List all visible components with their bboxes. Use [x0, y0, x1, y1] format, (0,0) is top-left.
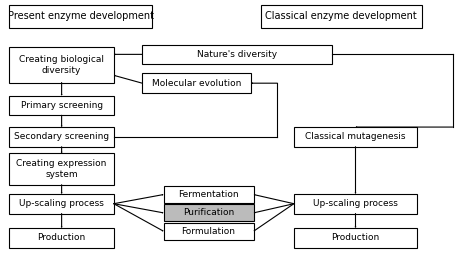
FancyBboxPatch shape — [294, 228, 417, 248]
Text: Classical enzyme development: Classical enzyme development — [265, 11, 417, 21]
Text: Classical mutagenesis: Classical mutagenesis — [305, 132, 406, 141]
FancyBboxPatch shape — [9, 228, 114, 248]
FancyBboxPatch shape — [142, 73, 251, 93]
Text: Molecular evolution: Molecular evolution — [152, 79, 241, 88]
Text: Secondary screening: Secondary screening — [14, 132, 109, 141]
FancyBboxPatch shape — [9, 194, 114, 214]
FancyBboxPatch shape — [294, 127, 417, 147]
FancyBboxPatch shape — [164, 223, 254, 240]
FancyBboxPatch shape — [261, 5, 422, 28]
FancyBboxPatch shape — [294, 194, 417, 214]
FancyBboxPatch shape — [9, 47, 114, 83]
Text: Production: Production — [331, 233, 380, 242]
Text: Up-scaling process: Up-scaling process — [313, 199, 398, 208]
Text: Production: Production — [37, 233, 86, 242]
FancyBboxPatch shape — [9, 96, 114, 115]
Text: Creating expression
system: Creating expression system — [17, 159, 107, 179]
FancyBboxPatch shape — [9, 153, 114, 185]
Text: Formulation: Formulation — [182, 227, 236, 236]
FancyBboxPatch shape — [9, 5, 152, 28]
Text: Purification: Purification — [183, 208, 234, 217]
Text: Up-scaling process: Up-scaling process — [19, 199, 104, 208]
FancyBboxPatch shape — [164, 204, 254, 221]
Text: Creating biological
diversity: Creating biological diversity — [19, 55, 104, 75]
Text: Nature's diversity: Nature's diversity — [197, 50, 277, 59]
Text: Present enzyme development: Present enzyme development — [8, 11, 154, 21]
FancyBboxPatch shape — [142, 45, 332, 64]
FancyBboxPatch shape — [9, 127, 114, 147]
Text: Primary screening: Primary screening — [20, 101, 103, 110]
FancyBboxPatch shape — [164, 186, 254, 203]
Text: Fermentation: Fermentation — [178, 190, 239, 199]
